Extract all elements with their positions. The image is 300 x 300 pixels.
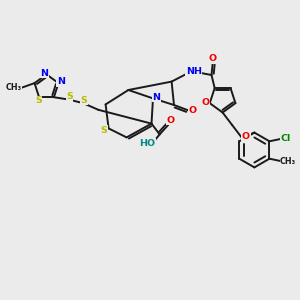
Text: N: N [57, 77, 65, 86]
Text: O: O [208, 54, 216, 63]
Text: NH: NH [186, 67, 202, 76]
Text: HO: HO [140, 139, 156, 148]
Text: N: N [40, 69, 48, 78]
Text: S: S [35, 96, 42, 105]
Text: Cl: Cl [280, 134, 291, 143]
Text: S: S [80, 96, 87, 105]
Text: CH₃: CH₃ [5, 82, 22, 91]
Text: CH₃: CH₃ [280, 157, 296, 166]
Text: O: O [166, 116, 175, 125]
Text: S: S [66, 92, 73, 101]
Text: O: O [202, 98, 210, 107]
Text: O: O [188, 106, 197, 116]
Text: O: O [242, 132, 250, 141]
Text: N: N [153, 93, 160, 102]
Text: S: S [100, 126, 107, 135]
